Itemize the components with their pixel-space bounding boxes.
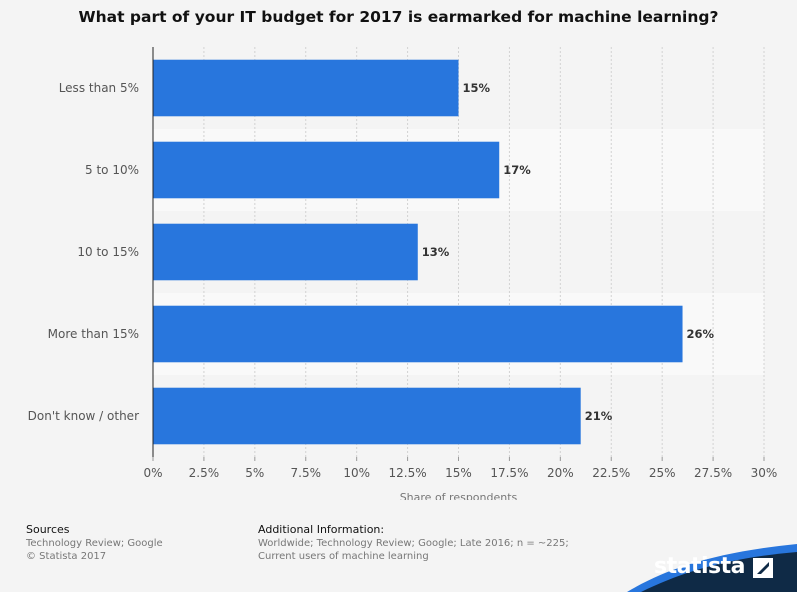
data-label: 21% <box>585 409 613 423</box>
x-tick-label: 17.5% <box>490 466 528 480</box>
additional-info-line-2: Current users of machine learning <box>258 551 429 562</box>
category-label: More than 15% <box>48 327 139 341</box>
bar-chart: 15% Less than 5% 17% 5 to 10% 13% 10 to 15% 26… <box>28 47 778 500</box>
data-label: 26% <box>687 327 715 341</box>
x-tick-label: 27.5% <box>694 466 732 480</box>
x-tick-label: 7.5% <box>291 466 322 480</box>
x-axis-title: Share of respondents <box>400 491 518 500</box>
x-tick-label: 30% <box>751 466 778 480</box>
x-tick-label: 5% <box>245 466 264 480</box>
additional-info-line-1: Worldwide; Technology Review; Google; La… <box>258 538 569 549</box>
chart-title: What part of your IT budget for 2017 is … <box>78 8 719 26</box>
statista-logo-icon <box>753 558 773 578</box>
x-tick-label: 0% <box>143 466 162 480</box>
data-label: 13% <box>422 245 450 259</box>
sources-line-2: © Statista 2017 <box>26 551 107 562</box>
x-tick-label: 15% <box>445 466 472 480</box>
bar <box>153 141 500 199</box>
x-tick-label: 22.5% <box>592 466 630 480</box>
bar <box>153 305 683 363</box>
category-label: 5 to 10% <box>85 163 139 177</box>
additional-info-block: Additional Information: Worldwide; Techn… <box>258 523 569 563</box>
category-label: 10 to 15% <box>77 245 139 259</box>
bar <box>153 387 581 445</box>
category-label: Less than 5% <box>59 81 139 95</box>
x-tick-label: 10% <box>343 466 370 480</box>
x-tick-label: 2.5% <box>189 466 220 480</box>
bar <box>153 223 418 281</box>
sources-block: Sources Technology Review; Google © Stat… <box>26 523 163 563</box>
bar <box>153 59 459 117</box>
statista-logo-text: statista <box>654 554 745 579</box>
category-label: Don't know / other <box>28 409 139 423</box>
x-tick-label: 12.5% <box>389 466 427 480</box>
statista-brand: statista <box>627 538 797 592</box>
sources-line-1: Technology Review; Google <box>26 538 163 549</box>
data-label: 17% <box>503 163 531 177</box>
x-tick-label: 25% <box>649 466 676 480</box>
additional-info-label: Additional Information: <box>258 523 385 536</box>
x-tick-label: 20% <box>547 466 574 480</box>
sources-label: Sources <box>26 523 70 536</box>
data-label: 15% <box>463 81 491 95</box>
